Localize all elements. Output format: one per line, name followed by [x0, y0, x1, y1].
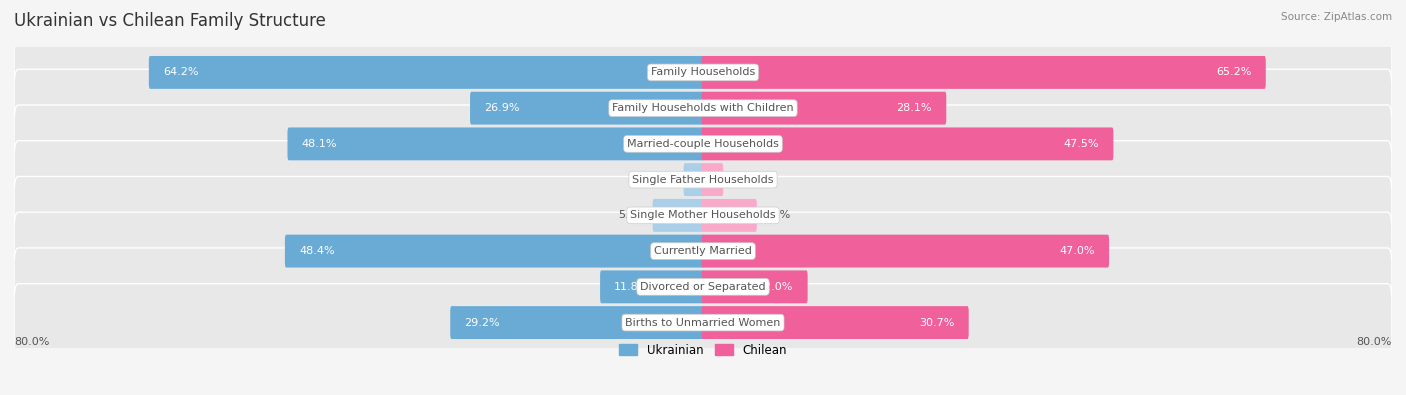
Text: 47.0%: 47.0% [1059, 246, 1095, 256]
FancyBboxPatch shape [14, 177, 1392, 254]
Text: 64.2%: 64.2% [163, 68, 198, 77]
FancyBboxPatch shape [14, 141, 1392, 218]
Legend: Ukrainian, Chilean: Ukrainian, Chilean [620, 344, 786, 357]
Text: Divorced or Separated: Divorced or Separated [640, 282, 766, 292]
Text: Single Father Households: Single Father Households [633, 175, 773, 184]
FancyBboxPatch shape [14, 105, 1392, 183]
Text: 12.0%: 12.0% [758, 282, 793, 292]
FancyBboxPatch shape [702, 56, 1265, 89]
Text: Family Households with Children: Family Households with Children [612, 103, 794, 113]
FancyBboxPatch shape [702, 92, 946, 124]
Text: 2.1%: 2.1% [650, 175, 678, 184]
FancyBboxPatch shape [702, 306, 969, 339]
Text: 29.2%: 29.2% [464, 318, 501, 327]
Text: 30.7%: 30.7% [920, 318, 955, 327]
Text: Ukrainian vs Chilean Family Structure: Ukrainian vs Chilean Family Structure [14, 12, 326, 30]
FancyBboxPatch shape [702, 199, 756, 232]
FancyBboxPatch shape [600, 271, 704, 303]
Text: Family Households: Family Households [651, 68, 755, 77]
Text: 48.4%: 48.4% [299, 246, 335, 256]
Text: 28.1%: 28.1% [897, 103, 932, 113]
Text: 5.7%: 5.7% [619, 211, 647, 220]
Text: Single Mother Households: Single Mother Households [630, 211, 776, 220]
FancyBboxPatch shape [702, 235, 1109, 267]
Text: 65.2%: 65.2% [1216, 68, 1251, 77]
FancyBboxPatch shape [450, 306, 704, 339]
Text: Births to Unmarried Women: Births to Unmarried Women [626, 318, 780, 327]
Text: 80.0%: 80.0% [14, 337, 49, 347]
FancyBboxPatch shape [702, 163, 723, 196]
Text: 2.2%: 2.2% [728, 175, 758, 184]
FancyBboxPatch shape [14, 284, 1392, 361]
Text: 80.0%: 80.0% [1357, 337, 1392, 347]
FancyBboxPatch shape [14, 212, 1392, 290]
FancyBboxPatch shape [652, 199, 704, 232]
FancyBboxPatch shape [702, 271, 807, 303]
FancyBboxPatch shape [470, 92, 704, 124]
Text: 6.1%: 6.1% [762, 211, 790, 220]
FancyBboxPatch shape [287, 128, 704, 160]
FancyBboxPatch shape [149, 56, 704, 89]
Text: Married-couple Households: Married-couple Households [627, 139, 779, 149]
Text: 26.9%: 26.9% [484, 103, 520, 113]
FancyBboxPatch shape [14, 34, 1392, 111]
Text: 11.8%: 11.8% [614, 282, 650, 292]
FancyBboxPatch shape [14, 69, 1392, 147]
Text: 48.1%: 48.1% [302, 139, 337, 149]
FancyBboxPatch shape [14, 248, 1392, 326]
Text: Source: ZipAtlas.com: Source: ZipAtlas.com [1281, 12, 1392, 22]
FancyBboxPatch shape [683, 163, 704, 196]
FancyBboxPatch shape [702, 128, 1114, 160]
FancyBboxPatch shape [285, 235, 704, 267]
Text: Currently Married: Currently Married [654, 246, 752, 256]
Text: 47.5%: 47.5% [1064, 139, 1099, 149]
